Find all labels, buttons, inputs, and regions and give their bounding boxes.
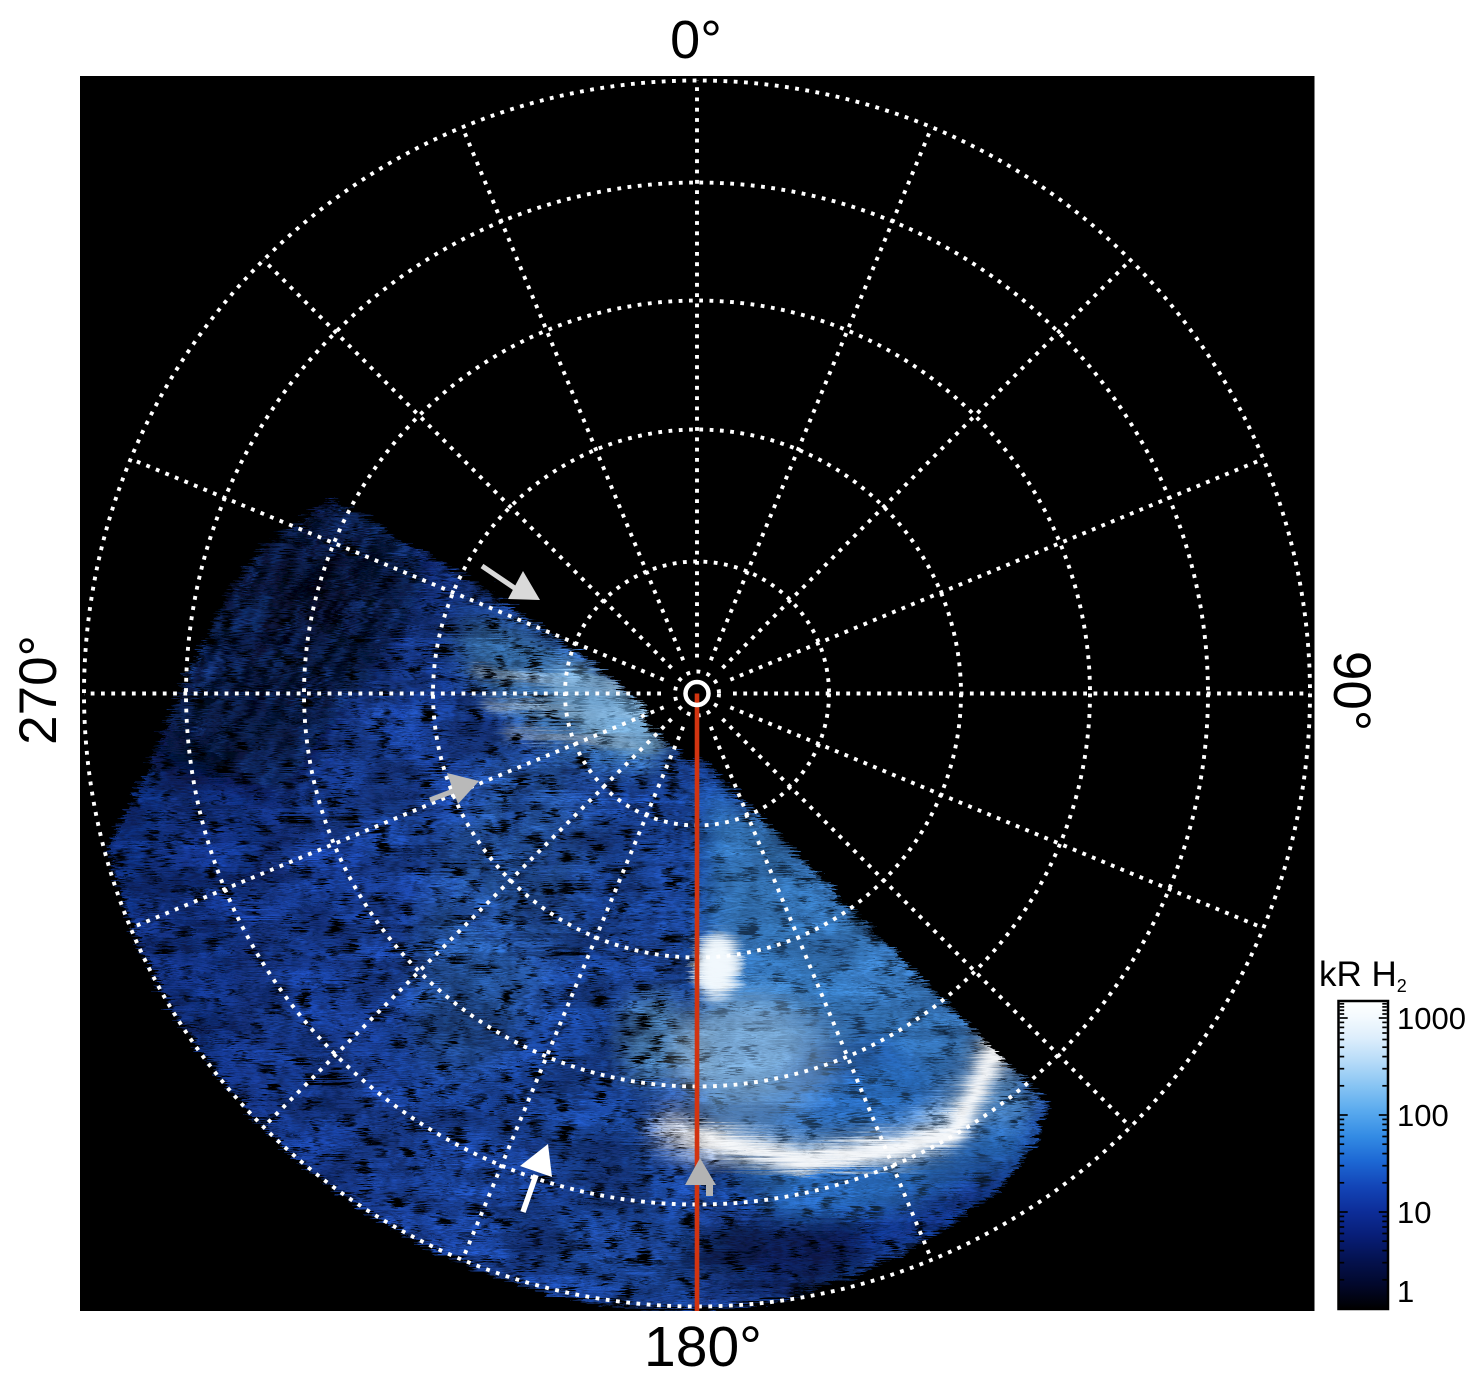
svg-text:100: 100 — [1397, 1098, 1449, 1133]
svg-text:kR H2: kR H2 — [1319, 955, 1407, 996]
svg-text:180°: 180° — [644, 1315, 762, 1379]
svg-text:10: 10 — [1397, 1195, 1431, 1230]
svg-text:1000: 1000 — [1397, 1001, 1466, 1036]
svg-text:270°: 270° — [9, 635, 68, 745]
svg-text:1: 1 — [1397, 1274, 1414, 1309]
svg-text:90°: 90° — [1322, 651, 1381, 731]
svg-text:0°: 0° — [670, 10, 722, 70]
